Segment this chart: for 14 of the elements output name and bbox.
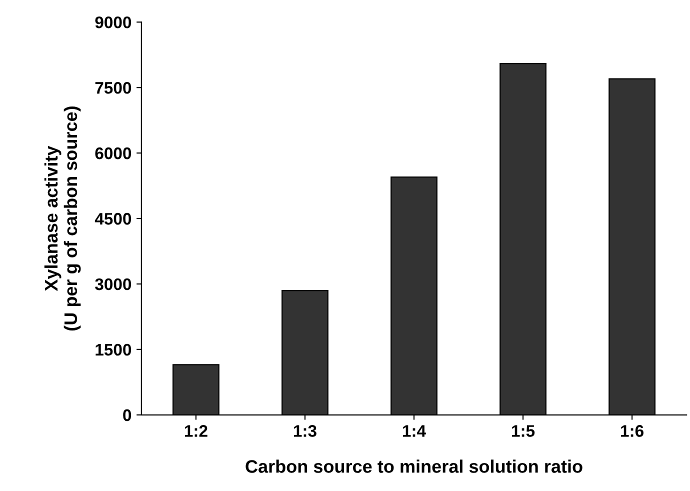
y-tick-label: 3000: [95, 278, 132, 290]
x-tick-label: 1:6: [621, 425, 644, 437]
y-tick-label: 9000: [95, 16, 132, 28]
y-tick-label: 6000: [95, 147, 132, 160]
y-tick-label: 7500: [95, 82, 132, 94]
y-tick-label: 1500: [96, 344, 132, 356]
y-tick-label: 4500: [94, 212, 132, 225]
x-tick-label: 1:3: [294, 425, 316, 437]
x-axis-title: Carbon source to mineral solution ratio: [246, 460, 582, 473]
x-tick-label: 1:5: [512, 425, 535, 437]
y-tick-label: 0: [123, 409, 132, 422]
x-tick-label: 1:2: [184, 425, 208, 437]
y-axis-title: Xylanase activity (U per g of carbon source): [44, 106, 81, 330]
x-tick-label: 1:4: [403, 425, 426, 437]
